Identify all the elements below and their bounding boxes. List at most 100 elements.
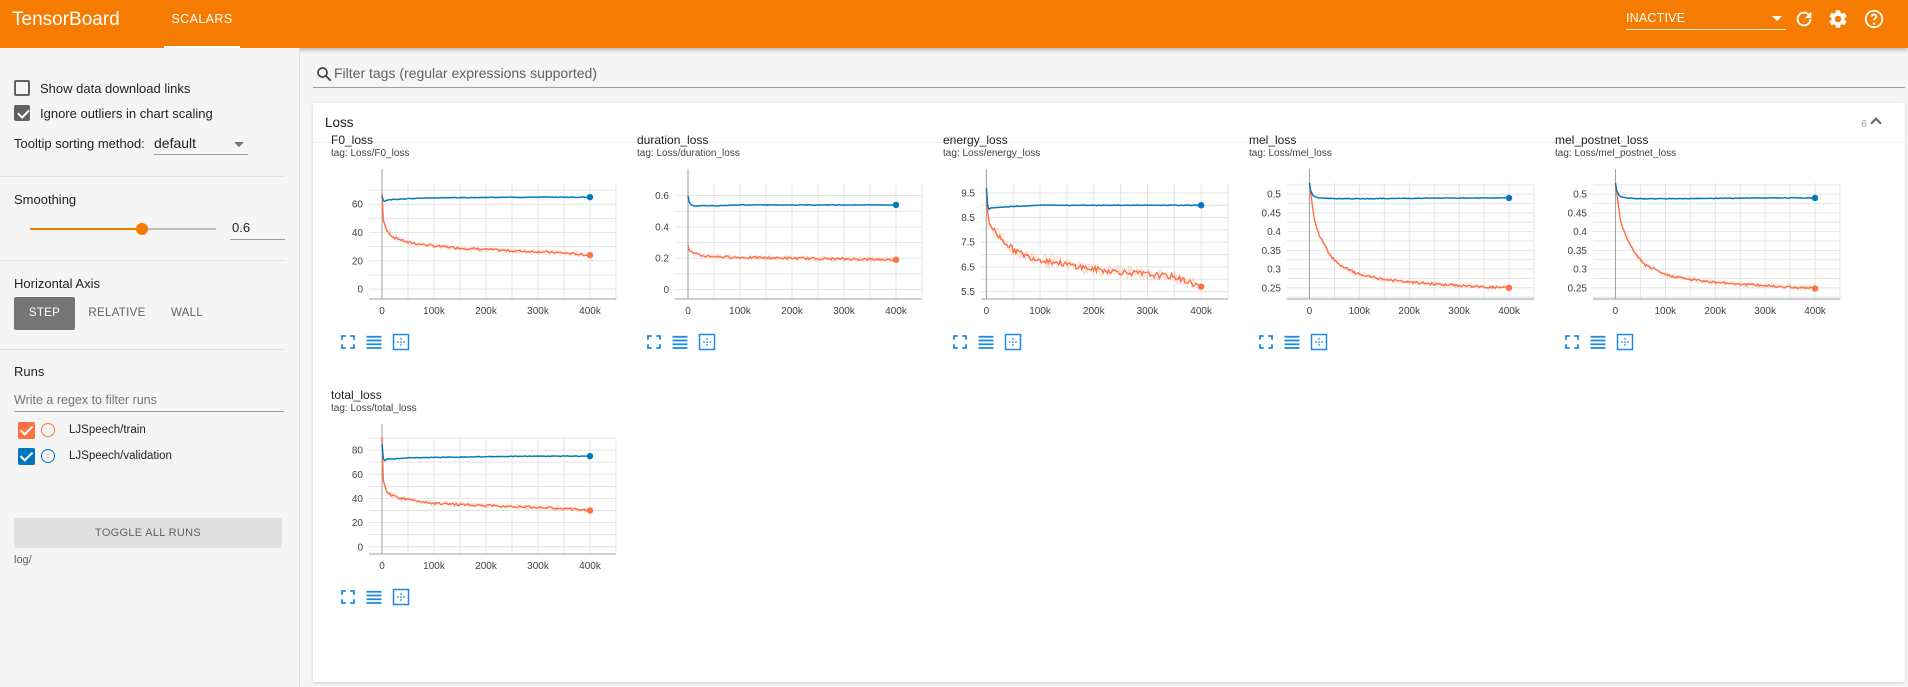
series-line[interactable] (985, 201, 1202, 288)
x-tick-label: 300k (1448, 306, 1471, 317)
checkbox-box[interactable] (14, 105, 30, 121)
chart-tag: tag: Loss/total_loss (331, 403, 417, 414)
run-color-icon[interactable] (41, 423, 55, 437)
chart-plot[interactable]: 0 20 40 60 80 0 100k 200k 300k 400k (331, 400, 621, 578)
x-tick-label: 400k (1190, 306, 1213, 317)
tooltip-sorting-select[interactable]: default (154, 133, 248, 155)
smoothing-input[interactable]: 0.6 (230, 218, 285, 240)
series-end-point[interactable] (586, 452, 594, 460)
series-end-point[interactable] (1197, 202, 1205, 209)
run-status-dropdown[interactable]: INACTIVE (1626, 8, 1786, 30)
series-end-point[interactable] (1505, 284, 1513, 291)
toggle-log-scale-icon[interactable] (1589, 333, 1607, 351)
run-checkbox[interactable] (18, 447, 35, 465)
toggle-log-scale-icon[interactable] (671, 333, 689, 351)
fullscreen-icon[interactable] (645, 333, 663, 351)
chart-title: energy_loss (943, 133, 1008, 147)
runs-filter-input[interactable]: Write a regex to filter runs (14, 390, 284, 412)
toggle-log-scale-icon[interactable] (977, 333, 995, 351)
series-end-point[interactable] (1505, 194, 1513, 202)
chart-plot[interactable]: 0.25 0.3 0.35 0.4 0.45 0.5 0 100k 200k 300k 400k (1555, 145, 1845, 323)
series-line[interactable] (687, 195, 897, 207)
series-line[interactable] (1614, 182, 1816, 200)
checkbox-box[interactable] (14, 80, 30, 96)
show-download-links-checkbox[interactable]: Show data download links (14, 78, 190, 98)
category-header[interactable]: Loss 6 (313, 103, 1905, 143)
toggle-log-scale-icon[interactable] (1283, 333, 1301, 351)
fullscreen-icon[interactable] (1257, 333, 1275, 351)
tag-filter-input[interactable]: Filter tags (regular expressions support… (313, 60, 1905, 88)
fit-domain-icon[interactable] (1616, 333, 1634, 351)
run-item[interactable]: LJSpeech/validation (18, 446, 172, 466)
chart-plot[interactable]: 5.5 6.5 7.5 8.5 9.5 0 100k 200k 300k 400k (943, 145, 1233, 323)
fullscreen-icon[interactable] (951, 333, 969, 351)
smoothing-slider[interactable] (30, 223, 216, 235)
series-end-point[interactable] (586, 507, 594, 514)
y-tick-label: 0.35 (1568, 246, 1588, 257)
run-color-icon[interactable] (41, 449, 55, 463)
help-icon[interactable] (1863, 8, 1885, 30)
chart-title: mel_loss (1249, 133, 1297, 147)
y-tick-label: 0.2 (655, 254, 669, 265)
series-line[interactable] (381, 443, 591, 462)
series-line[interactable] (381, 195, 591, 203)
series-line[interactable] (687, 244, 897, 262)
x-tick-label: 400k (1804, 306, 1827, 317)
axis-relative-button[interactable]: RELATIVE (88, 307, 146, 319)
tab-scalars[interactable]: SCALARS (164, 0, 240, 48)
chevron-down-icon (1772, 16, 1782, 21)
series-line[interactable] (1614, 183, 1816, 291)
x-tick-label: 200k (781, 306, 804, 317)
series-end-point[interactable] (586, 193, 594, 201)
chevron-up-icon[interactable] (1870, 117, 1882, 129)
x-tick-label: 300k (1137, 306, 1160, 317)
fit-domain-icon[interactable] (1310, 333, 1328, 351)
series-end-point[interactable] (892, 256, 900, 264)
fit-domain-icon[interactable] (698, 333, 716, 351)
y-tick-label: 0.4 (1573, 227, 1587, 238)
series-end-point[interactable] (892, 201, 900, 209)
fit-domain-icon[interactable] (392, 333, 410, 351)
axis-step-button[interactable]: STEP (14, 297, 75, 330)
series-line[interactable] (1308, 182, 1510, 200)
settings-icon[interactable] (1827, 8, 1849, 30)
series-line[interactable] (381, 437, 591, 513)
chart-plot[interactable]: 0 20 40 60 0 100k 200k 300k 400k (331, 145, 621, 323)
axis-wall-button[interactable]: WALL (170, 307, 204, 319)
x-tick-label: 400k (579, 306, 602, 317)
series-line[interactable] (1308, 182, 1510, 290)
fit-domain-icon[interactable] (1004, 333, 1022, 351)
chart-card-mel-postnet-loss: mel_postnet_loss tag: Loss/mel_postnet_lo… (1555, 133, 1845, 353)
y-tick-label: 0 (663, 285, 669, 296)
tag-filter-placeholder: Filter tags (regular expressions support… (334, 65, 598, 81)
fullscreen-icon[interactable] (339, 333, 357, 351)
y-tick-label: 0.3 (1267, 265, 1281, 276)
y-tick-label: 0.25 (1262, 283, 1282, 294)
toggle-log-scale-icon[interactable] (365, 588, 383, 606)
series-line[interactable] (381, 192, 591, 257)
x-tick-label: 400k (885, 306, 908, 317)
series-line[interactable] (985, 187, 1202, 211)
fullscreen-icon[interactable] (339, 588, 357, 606)
chart-plot[interactable]: 0 0.2 0.4 0.6 0 100k 200k 300k 400k (637, 145, 927, 323)
y-tick-label: 0.5 (1573, 190, 1587, 201)
run-item[interactable]: LJSpeech/train (18, 420, 146, 440)
toggle-all-runs-button[interactable]: TOGGLE ALL RUNS (14, 518, 282, 548)
ignore-outliers-checkbox[interactable]: Ignore outliers in chart scaling (14, 103, 213, 123)
series-end-point[interactable] (1811, 285, 1819, 292)
chart-title: total_loss (331, 388, 382, 402)
series-end-point[interactable] (1811, 194, 1819, 202)
fit-domain-icon[interactable] (392, 588, 410, 606)
refresh-icon[interactable] (1793, 8, 1815, 30)
fullscreen-icon[interactable] (1563, 333, 1581, 351)
y-tick-label: 6.5 (961, 262, 975, 273)
run-checkbox[interactable] (18, 421, 35, 439)
x-tick-label: 300k (527, 306, 550, 317)
slider-thumb[interactable] (135, 223, 148, 235)
show-download-links-label: Show data download links (40, 80, 191, 96)
series-end-point[interactable] (586, 251, 594, 259)
series-end-point[interactable] (1197, 283, 1205, 290)
y-tick-label: 0.45 (1568, 208, 1588, 219)
chart-plot[interactable]: 0.25 0.3 0.35 0.4 0.45 0.5 0 100k 200k 300k 400k (1249, 145, 1539, 323)
toggle-log-scale-icon[interactable] (365, 333, 383, 351)
